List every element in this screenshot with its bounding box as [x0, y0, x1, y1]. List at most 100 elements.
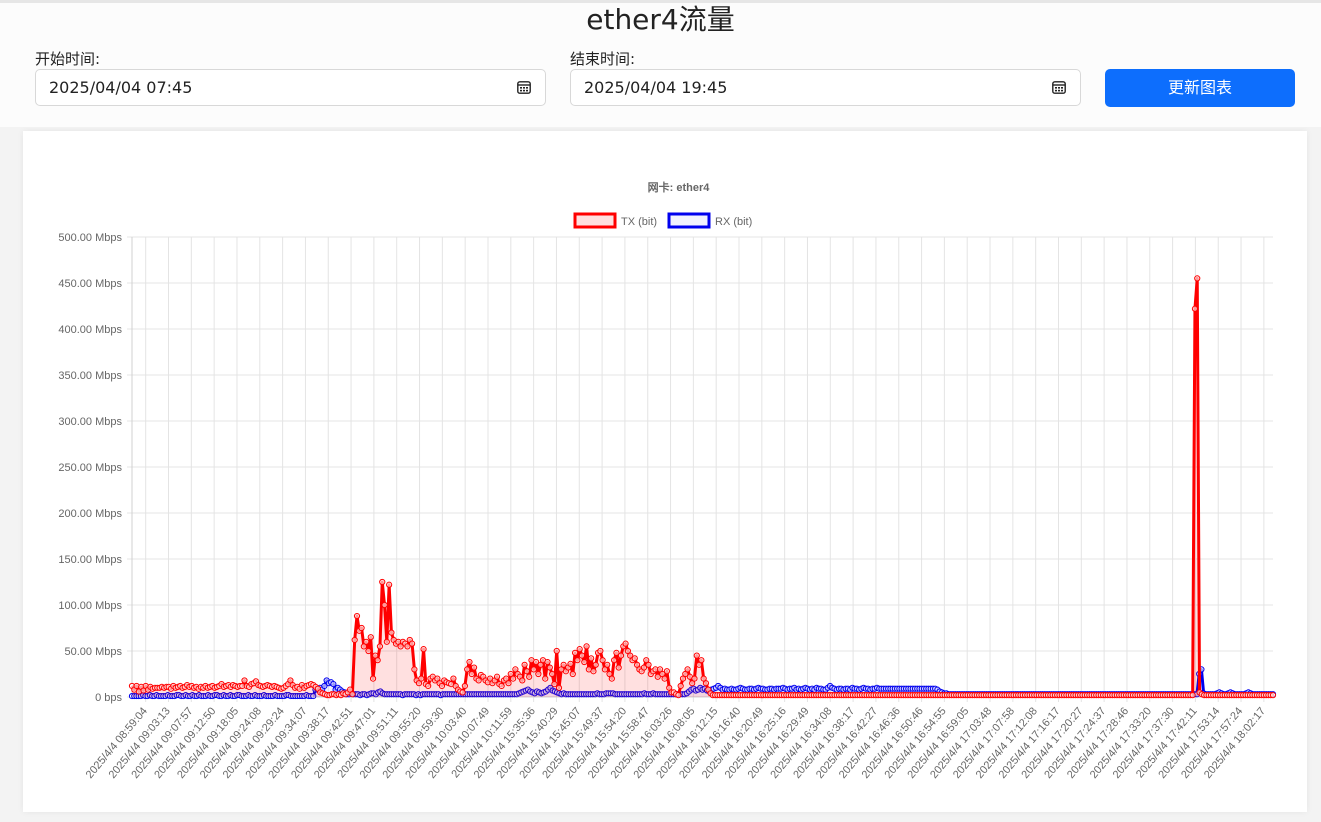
y-tick-label: 500.00 Mbps	[58, 232, 122, 244]
data-point[interactable]	[1194, 275, 1201, 282]
data-point[interactable]	[640, 664, 648, 671]
data-point[interactable]	[684, 666, 691, 673]
data-point[interactable]	[702, 680, 710, 687]
data-point[interactable]	[677, 682, 684, 690]
data-point[interactable]	[654, 673, 661, 680]
data-point[interactable]	[493, 673, 501, 680]
data-point[interactable]	[544, 658, 551, 666]
data-point[interactable]	[523, 668, 530, 675]
data-point[interactable]	[599, 657, 606, 664]
data-point[interactable]	[461, 682, 468, 690]
data-point[interactable]	[475, 677, 482, 684]
data-point[interactable]	[374, 657, 381, 664]
data-point[interactable]	[675, 692, 682, 699]
data-point[interactable]	[526, 673, 533, 680]
data-point[interactable]	[425, 682, 432, 690]
data-point[interactable]	[468, 670, 475, 678]
data-point[interactable]	[379, 578, 386, 586]
data-point[interactable]	[349, 691, 356, 698]
data-point[interactable]	[560, 661, 567, 668]
end-time-input[interactable]: 2025/04/04 19:45	[570, 69, 1081, 106]
end-time-value: 2025/04/04 19:45	[584, 78, 728, 97]
data-point[interactable]	[408, 640, 416, 647]
data-point[interactable]	[611, 657, 618, 664]
data-point[interactable]	[519, 677, 526, 684]
data-point[interactable]	[376, 643, 384, 650]
data-point[interactable]	[631, 655, 638, 662]
data-point[interactable]	[553, 647, 560, 655]
data-point[interactable]	[438, 682, 446, 690]
data-point[interactable]	[576, 646, 583, 653]
data-point[interactable]	[321, 682, 328, 690]
data-point[interactable]	[645, 661, 652, 668]
data-point[interactable]	[622, 640, 629, 647]
data-point[interactable]	[353, 612, 361, 620]
data-point[interactable]	[590, 668, 597, 675]
data-point[interactable]	[363, 638, 370, 645]
data-point[interactable]	[542, 675, 549, 682]
data-point[interactable]	[404, 643, 411, 650]
data-point[interactable]	[693, 652, 700, 659]
data-point[interactable]	[388, 629, 395, 636]
data-point[interactable]	[521, 661, 528, 668]
data-point[interactable]	[617, 652, 625, 659]
data-point[interactable]	[663, 668, 671, 675]
data-point[interactable]	[1189, 692, 1196, 699]
data-point[interactable]	[386, 581, 393, 588]
data-point[interactable]	[411, 666, 418, 673]
legend-item-tx[interactable]: TX (bit)	[573, 212, 657, 229]
data-point[interactable]	[604, 661, 611, 668]
calendar-icon[interactable]	[517, 81, 531, 94]
start-time-input[interactable]: 2025/04/04 07:45	[35, 69, 546, 106]
data-point[interactable]	[608, 675, 615, 682]
update-chart-button[interactable]: 更新图表	[1105, 69, 1295, 107]
data-point[interactable]	[459, 689, 466, 696]
data-point[interactable]	[310, 692, 317, 700]
data-point[interactable]	[551, 681, 558, 688]
data-point[interactable]	[470, 664, 478, 671]
data-point[interactable]	[365, 647, 372, 655]
data-point[interactable]	[581, 658, 588, 666]
data-point[interactable]	[420, 646, 427, 653]
data-point[interactable]	[567, 660, 574, 667]
data-point[interactable]	[330, 681, 337, 688]
data-point[interactable]	[661, 675, 668, 682]
data-point[interactable]	[381, 601, 388, 609]
data-point[interactable]	[505, 680, 512, 687]
data-point[interactable]	[418, 675, 425, 682]
data-point[interactable]	[698, 657, 705, 664]
data-point[interactable]	[510, 675, 517, 682]
data-point[interactable]	[571, 649, 579, 656]
data-point[interactable]	[535, 670, 542, 678]
data-point[interactable]	[367, 634, 374, 641]
data-point[interactable]	[574, 657, 581, 664]
data-point[interactable]	[583, 643, 590, 650]
data-point[interactable]	[466, 658, 473, 666]
data-point[interactable]	[592, 661, 599, 668]
data-point[interactable]	[530, 666, 537, 673]
data-point[interactable]	[613, 649, 620, 656]
data-point[interactable]	[383, 638, 390, 645]
data-point[interactable]	[597, 647, 604, 655]
data-point[interactable]	[358, 624, 365, 632]
data-point[interactable]	[569, 670, 576, 678]
data-point[interactable]	[578, 652, 586, 659]
data-point[interactable]	[615, 664, 622, 671]
data-point[interactable]	[546, 664, 553, 671]
data-point[interactable]	[1269, 692, 1277, 699]
data-point[interactable]	[549, 670, 556, 678]
data-point[interactable]	[464, 666, 471, 673]
data-point[interactable]	[588, 655, 595, 662]
data-point[interactable]	[498, 682, 505, 690]
data-point[interactable]	[532, 658, 540, 666]
data-point[interactable]	[1191, 305, 1199, 312]
traffic-chart: 网卡: ether4 TX (bit) RX (bit) 500.00 Mbps 450…	[58, 180, 1277, 781]
calendar-icon[interactable]	[1052, 81, 1066, 94]
data-point[interactable]	[555, 684, 563, 691]
data-point[interactable]	[351, 636, 358, 644]
data-point[interactable]	[691, 675, 698, 682]
data-point[interactable]	[241, 677, 248, 684]
legend-item-rx[interactable]: RX (bit)	[667, 212, 752, 229]
data-point[interactable]	[369, 675, 377, 682]
data-point[interactable]	[450, 675, 457, 682]
